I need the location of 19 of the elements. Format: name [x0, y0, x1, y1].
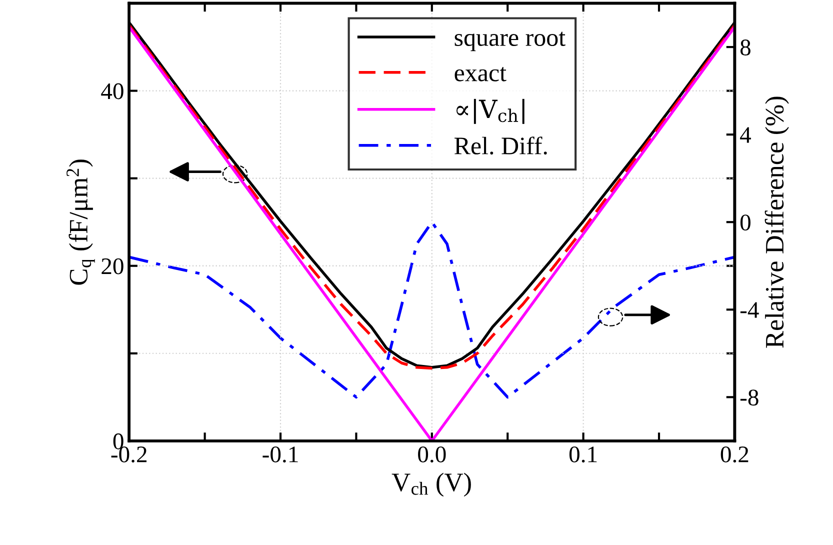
- y2-tick-label: 4: [740, 127, 752, 143]
- y2-tick-label: 8: [740, 40, 750, 56]
- y-tick-label: 40: [101, 83, 124, 100]
- x-tick-label: 0.2: [720, 446, 748, 462]
- y2-axis-title: Relative Difference (%): [764, 96, 789, 348]
- x-tick-label: 0.1: [569, 446, 597, 462]
- line-series: [129, 220, 735, 399]
- y2-tick-label: -8: [740, 390, 758, 406]
- legend-label: square root: [454, 32, 566, 52]
- y-axis-title: C$_{q}$ (fF/μm$^{2}$): [66, 160, 95, 285]
- y2-tick-label: 0: [740, 214, 750, 231]
- legend-label: Rel. Diff.: [454, 136, 547, 155]
- y-tick-label: 20: [102, 258, 124, 274]
- x-axis-title: V$_{ch}$ (V): [392, 472, 471, 497]
- legend-label: ∝|V$_{ch}$|: [456, 98, 524, 124]
- x-tick-label: 0.0: [418, 446, 446, 462]
- legend-label: exact: [454, 67, 506, 82]
- x-tick-label: -0.1: [262, 446, 298, 462]
- y2-tick-label: -4: [740, 302, 759, 318]
